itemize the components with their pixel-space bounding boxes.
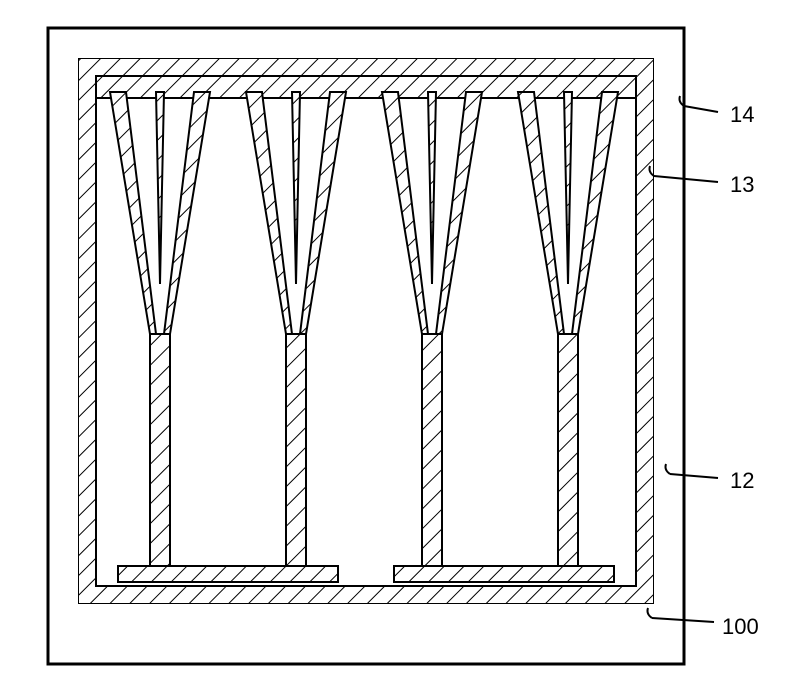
funnel-3-right <box>572 92 618 334</box>
funnel-0-right <box>164 92 210 334</box>
bottom-bar-1 <box>394 566 614 582</box>
leader-curl-3 <box>648 608 653 618</box>
funnel-2-right <box>436 92 482 334</box>
funnel-1-right <box>300 92 346 334</box>
label-12: 12 <box>730 468 754 494</box>
funnel-1-left <box>246 92 292 334</box>
leader-2 <box>670 474 718 478</box>
label-100: 100 <box>722 614 759 640</box>
label-14: 14 <box>730 102 754 128</box>
funnel-0-left <box>110 92 156 334</box>
leader-1 <box>654 176 718 182</box>
stem-1 <box>286 334 306 566</box>
funnel-3-divider <box>564 92 572 284</box>
stem-0 <box>150 334 170 566</box>
funnel-2-divider <box>428 92 436 284</box>
label-13: 13 <box>730 172 754 198</box>
funnel-2-left <box>382 92 428 334</box>
leader-curl-2 <box>666 464 671 474</box>
funnel-1-divider <box>292 92 300 284</box>
funnel-3-left <box>518 92 564 334</box>
funnel-0-divider <box>156 92 164 284</box>
leader-0 <box>684 106 718 112</box>
stem-3 <box>558 334 578 566</box>
stem-2 <box>422 334 442 566</box>
top-bar <box>96 76 636 98</box>
bottom-bar-0 <box>118 566 338 582</box>
